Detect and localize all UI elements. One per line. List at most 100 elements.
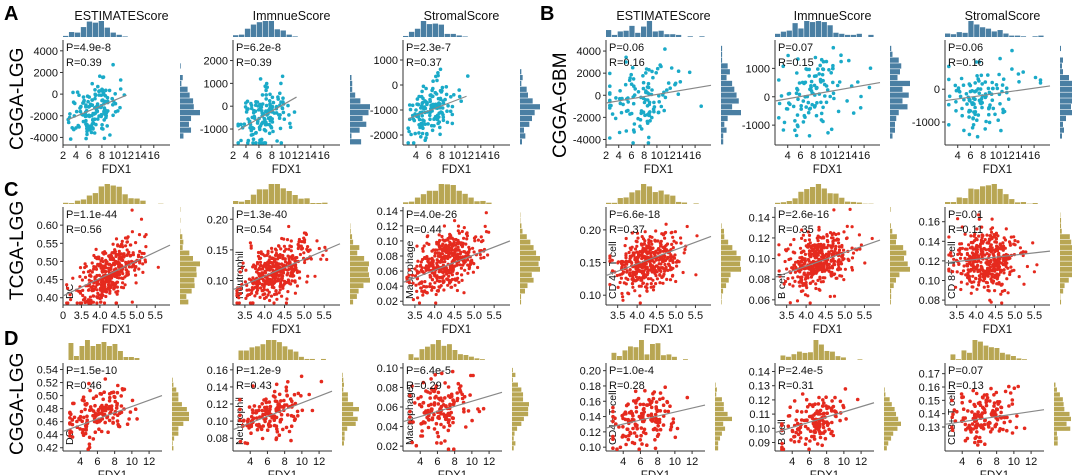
data-point <box>276 257 280 261</box>
x-tick-label: 4.0 <box>798 310 813 322</box>
data-point <box>102 301 107 305</box>
data-point <box>288 121 292 126</box>
data-point <box>794 91 799 96</box>
x-tick-label: 16 <box>858 150 870 162</box>
data-point <box>293 279 297 283</box>
data-point <box>454 254 459 258</box>
data-point <box>81 395 86 400</box>
data-point <box>660 275 664 279</box>
data-point <box>674 260 679 264</box>
data-point <box>253 285 258 289</box>
data-point <box>665 277 669 281</box>
data-point <box>682 251 686 255</box>
data-point <box>481 406 486 411</box>
data-point <box>414 443 419 448</box>
data-point <box>440 270 444 274</box>
hist-bar-x <box>611 34 618 37</box>
data-point <box>93 96 97 101</box>
data-point <box>86 298 90 302</box>
data-point <box>285 413 290 417</box>
data-point <box>804 67 808 71</box>
data-point <box>978 244 982 248</box>
data-point <box>800 278 804 282</box>
data-point <box>238 407 242 412</box>
data-point <box>965 102 969 106</box>
x-tick-label: 4.5 <box>111 310 126 322</box>
data-point <box>613 116 618 121</box>
data-point <box>1032 270 1036 274</box>
data-point <box>474 235 478 239</box>
data-point <box>656 239 660 243</box>
hist-bar-y <box>884 436 892 441</box>
data-point <box>282 249 286 253</box>
x-tick-label: 3.5 <box>407 310 422 322</box>
hist-bar-x <box>641 26 647 37</box>
hist-bar-x <box>244 28 251 37</box>
data-point <box>626 437 631 442</box>
data-point <box>850 265 854 270</box>
data-point <box>640 442 644 446</box>
data-point <box>407 103 412 107</box>
data-point <box>290 279 294 283</box>
data-point <box>134 241 138 245</box>
data-point <box>831 91 836 96</box>
data-point <box>820 72 825 77</box>
data-point <box>457 231 461 235</box>
data-point <box>947 235 951 239</box>
data-point <box>415 289 419 293</box>
data-point <box>120 239 124 243</box>
data-point <box>959 280 964 284</box>
hist-bar-y <box>350 98 361 104</box>
y-tick-label: 0.12 <box>919 256 940 268</box>
data-point <box>1012 235 1016 239</box>
data-point <box>259 263 263 268</box>
data-point <box>647 243 651 248</box>
hist-bar-x <box>945 202 951 204</box>
data-point <box>104 111 109 115</box>
data-point <box>979 73 984 78</box>
data-point <box>238 413 242 418</box>
hist-bar-y <box>721 223 722 229</box>
data-point <box>1005 277 1009 281</box>
data-point <box>416 259 420 263</box>
data-point <box>100 408 105 413</box>
hist-bar-x <box>810 186 816 204</box>
hist-bar-x <box>116 186 122 204</box>
data-point <box>453 219 457 223</box>
hist-bar-x <box>268 184 275 204</box>
data-point <box>268 419 272 424</box>
hist-bar-x <box>98 21 105 37</box>
data-point <box>72 415 77 420</box>
data-point <box>621 295 625 299</box>
data-point <box>237 301 241 305</box>
data-point <box>675 426 680 431</box>
hist-bar-x <box>633 347 639 360</box>
data-point <box>425 285 429 289</box>
hist-bar-x <box>655 343 661 360</box>
data-point <box>84 300 88 304</box>
y-tick-label: 0.08 <box>749 274 770 286</box>
data-point <box>447 255 451 259</box>
y-tick-label: 0.14 <box>749 367 770 379</box>
data-point <box>88 102 93 107</box>
hist-bar-y <box>350 261 369 267</box>
data-point <box>1000 83 1005 87</box>
data-point <box>792 237 796 242</box>
data-point <box>820 443 824 448</box>
data-point <box>98 74 102 78</box>
data-point <box>81 293 85 298</box>
data-point <box>649 285 653 289</box>
regression-line <box>232 390 333 431</box>
x-tick-label: 10 <box>990 150 1002 162</box>
data-point <box>839 59 843 64</box>
data-point <box>639 111 643 116</box>
x-tick-label: 5.0 <box>467 310 482 322</box>
data-point <box>466 258 470 262</box>
data-point <box>651 75 655 80</box>
x-tick-label: 5.0 <box>668 310 683 322</box>
hist-bar-x <box>316 203 322 204</box>
data-point <box>846 257 850 261</box>
x-tick-label: 5.0 <box>837 310 852 322</box>
data-point <box>315 239 319 243</box>
data-point <box>105 95 110 100</box>
